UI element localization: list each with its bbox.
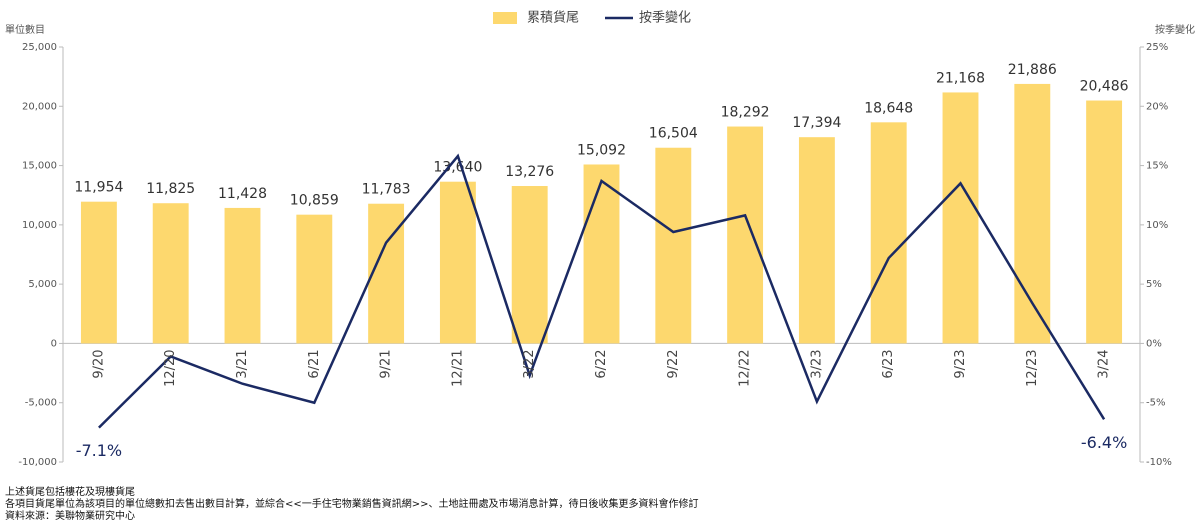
x-tick-label: 12/23 (1025, 349, 1040, 386)
y2-tick-label: -5% (1146, 398, 1165, 409)
bar-value-label: 15,092 (577, 142, 626, 158)
x-tick-label: 12/20 (163, 349, 178, 386)
y2-tick-label: 15% (1146, 161, 1168, 172)
bar (1086, 100, 1123, 344)
x-tick-label: 9/23 (953, 349, 968, 378)
bar-value-label: 18,292 (721, 105, 770, 121)
y2-tick-label: -10% (1146, 457, 1172, 468)
bar (152, 203, 189, 344)
bar (798, 137, 835, 344)
bar-value-label: 17,394 (792, 115, 841, 131)
legend-label: 累積貨尾 (527, 10, 579, 26)
x-tick-label: 9/21 (379, 349, 394, 378)
y-tick-label: -5,000 (25, 398, 57, 409)
x-tick-label: 3/21 (235, 349, 250, 378)
y2-tick-label: 0% (1146, 338, 1162, 349)
x-tick-label: 3/22 (522, 349, 537, 378)
y-tick-label: -10,000 (18, 457, 57, 468)
y-axis-title: 單位數目 (5, 23, 45, 36)
x-tick-label: 12/21 (450, 349, 465, 386)
bar (655, 147, 692, 344)
x-tick-label: 3/24 (1097, 349, 1112, 378)
bar (1014, 83, 1051, 344)
bar-value-label: 20,486 (1080, 79, 1129, 95)
bar-value-label: 13,276 (505, 164, 554, 180)
line-value-label: -6.4% (1081, 433, 1127, 452)
line (98, 153, 1106, 429)
x-tick-label: 9/22 (666, 349, 681, 378)
bar-value-label: 11,428 (218, 186, 267, 202)
y2-axis-title: 按季變化 (1155, 23, 1195, 36)
legend-swatch (493, 12, 517, 24)
bar-value-label: 21,168 (936, 70, 985, 86)
bar-value-label: 11,783 (362, 182, 411, 198)
bar (224, 207, 261, 344)
y-tick-label: 10,000 (22, 220, 57, 231)
y2-tick-label: 10% (1146, 220, 1168, 231)
bar (727, 126, 764, 344)
footnote: 各項目貨尾單位為該項目的單位總數扣去售出數目計算，並綜合<<一手住宅物業銷售資訊… (5, 497, 699, 510)
y2-tick-label: 20% (1146, 101, 1168, 112)
bar-value-label: 21,886 (1008, 62, 1057, 78)
y-tick-label: 0 (51, 338, 57, 349)
bar (942, 92, 979, 344)
legend-label: 按季變化 (639, 10, 691, 26)
bar (583, 164, 620, 344)
y2-tick-label: 5% (1146, 279, 1162, 290)
bar-value-label: 18,648 (864, 100, 913, 116)
y-tick-label: 25,000 (22, 42, 57, 53)
footnote: 上述貨尾包括樓花及現樓貨尾 (5, 485, 135, 498)
bar-value-label: 11,825 (146, 181, 195, 197)
x-tick-label: 6/22 (594, 349, 609, 378)
bar-value-label: 13,640 (433, 160, 482, 176)
bar (511, 186, 548, 344)
bar-value-label: 10,859 (290, 193, 339, 209)
footnote: 資料來源：美聯物業研究中心 (5, 509, 135, 522)
x-tick-label: 12/22 (738, 349, 753, 386)
bar-value-label: 11,954 (74, 180, 123, 196)
bar-value-label: 16,504 (649, 126, 698, 142)
bar (80, 201, 117, 344)
y2-tick-label: 25% (1146, 42, 1168, 53)
x-tick-label: 3/23 (809, 349, 824, 378)
x-tick-label: 9/20 (91, 349, 106, 378)
bar (439, 181, 476, 344)
x-tick-label: 6/21 (307, 349, 322, 378)
y-tick-label: 15,000 (22, 161, 57, 172)
bar (296, 214, 333, 344)
line-value-label: -7.1% (76, 441, 122, 460)
y-tick-label: 5,000 (28, 279, 57, 290)
x-tick-label: 6/23 (881, 349, 896, 378)
bar (870, 122, 907, 344)
y-tick-label: 20,000 (22, 101, 57, 112)
